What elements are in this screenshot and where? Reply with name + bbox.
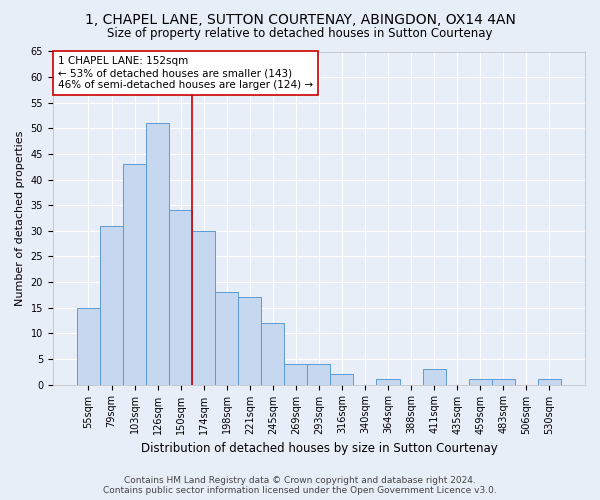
Bar (284, 364, 307, 384)
Bar (307, 364, 331, 384)
Bar (422, 369, 446, 384)
Bar (77, 308, 100, 384)
Bar (469, 380, 491, 384)
Bar (238, 298, 261, 384)
Text: Size of property relative to detached houses in Sutton Courtenay: Size of property relative to detached ho… (107, 28, 493, 40)
X-axis label: Distribution of detached houses by size in Sutton Courtenay: Distribution of detached houses by size … (140, 442, 497, 455)
Bar (538, 380, 561, 384)
Bar (169, 210, 192, 384)
Bar (123, 164, 146, 384)
Bar (192, 231, 215, 384)
Bar (261, 323, 284, 384)
Bar (331, 374, 353, 384)
Bar (146, 123, 169, 384)
Bar (215, 292, 238, 384)
Text: 1, CHAPEL LANE, SUTTON COURTENAY, ABINGDON, OX14 4AN: 1, CHAPEL LANE, SUTTON COURTENAY, ABINGD… (85, 12, 515, 26)
Y-axis label: Number of detached properties: Number of detached properties (15, 130, 25, 306)
Text: 1 CHAPEL LANE: 152sqm
← 53% of detached houses are smaller (143)
46% of semi-det: 1 CHAPEL LANE: 152sqm ← 53% of detached … (58, 56, 313, 90)
Bar (491, 380, 515, 384)
Bar (100, 226, 123, 384)
Text: Contains HM Land Registry data © Crown copyright and database right 2024.
Contai: Contains HM Land Registry data © Crown c… (103, 476, 497, 495)
Bar (376, 380, 400, 384)
